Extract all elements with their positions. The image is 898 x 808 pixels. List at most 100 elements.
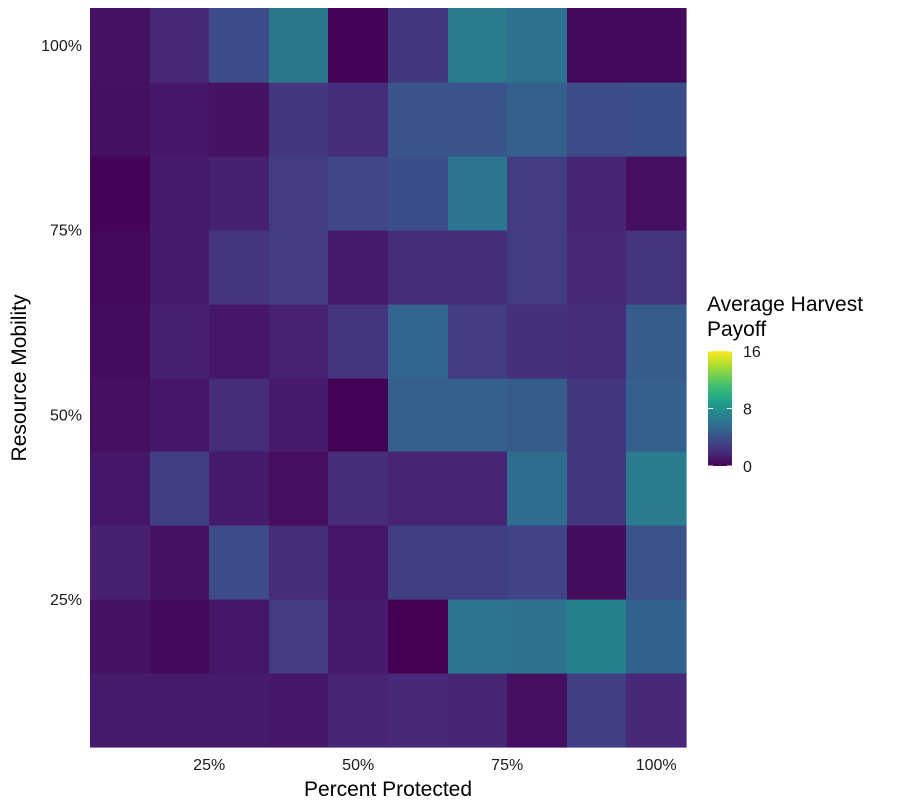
heatmap-cell (269, 599, 329, 674)
heatmap-cell (150, 230, 210, 305)
heatmap-cell (448, 378, 508, 452)
heatmap-cell (507, 599, 568, 674)
heatmap-cell (328, 8, 389, 83)
heatmap-cell (90, 156, 151, 231)
heatmap-cell (90, 378, 151, 452)
heatmap-cell (567, 230, 627, 305)
heatmap-cell (448, 599, 508, 674)
heatmap-cell (567, 451, 627, 526)
heatmap-cell (328, 673, 389, 748)
heatmap-cell (507, 451, 568, 526)
x-tick-label: 25% (193, 757, 225, 774)
heatmap-cell (209, 230, 270, 305)
y-tick-label: 50% (50, 407, 82, 424)
heatmap-cell (269, 673, 329, 748)
heatmap-cell (90, 673, 151, 748)
heatmap-cell (507, 156, 568, 231)
heatmap-cell (567, 673, 627, 748)
heatmap-cell (150, 673, 210, 748)
heatmap-cell (567, 599, 627, 674)
x-axis-ticks: 25% 50% 75% 100% (193, 757, 676, 774)
x-tick-label: 50% (342, 757, 374, 774)
heatmap-cell (150, 378, 210, 452)
legend-break-label: 8 (743, 402, 752, 419)
heatmap-cell (626, 451, 687, 526)
heatmap-cell (328, 599, 389, 674)
heatmap-cell (507, 82, 568, 157)
heatmap-cell (209, 378, 270, 452)
heatmap-cell (567, 82, 627, 157)
heatmap-cell (507, 525, 568, 600)
heatmap-cell (388, 82, 449, 157)
heatmap-cell (90, 230, 151, 305)
heatmap-cell (328, 156, 389, 231)
heatmap-cell (448, 82, 508, 157)
heatmap-cell (448, 525, 508, 600)
heatmap-cell (626, 599, 687, 674)
heatmap-cell (150, 156, 210, 231)
heatmap-cell (150, 525, 210, 600)
heatmap-cells (90, 8, 687, 748)
heatmap-cell (90, 82, 151, 157)
heatmap-cell (626, 8, 687, 83)
heatmap-cell (150, 82, 210, 157)
heatmap-cell (328, 451, 389, 526)
heatmap-cell (626, 82, 687, 157)
heatmap-cell (269, 8, 329, 83)
y-tick-label: 75% (50, 223, 82, 240)
heatmap-cell (626, 156, 687, 231)
heatmap-cell (567, 8, 627, 83)
heatmap-cell (388, 230, 449, 305)
heatmap-cell (448, 673, 508, 748)
legend-break-label: 0 (743, 459, 752, 476)
heatmap-cell (209, 8, 270, 83)
heatmap-cell (448, 8, 508, 83)
heatmap-cell (209, 599, 270, 674)
heatmap-cell (388, 8, 449, 83)
heatmap-cell (388, 156, 449, 231)
heatmap-cell (328, 525, 389, 600)
heatmap-cell (209, 451, 270, 526)
heatmap-cell (90, 451, 151, 526)
heatmap-cell (626, 525, 687, 600)
heatmap-cell (507, 304, 568, 379)
heatmap-cell (90, 304, 151, 379)
heatmap-cell (448, 451, 508, 526)
heatmap-cell (269, 156, 329, 231)
heatmap-cell (507, 378, 568, 452)
heatmap-cell (209, 82, 270, 157)
y-axis-ticks: 25% 50% 75% 100% (41, 38, 82, 609)
y-tick-label: 100% (41, 38, 82, 55)
heatmap-cell (448, 156, 508, 231)
heatmap-cell (328, 230, 389, 305)
heatmap-cell (269, 304, 329, 379)
heatmap-cell (507, 8, 568, 83)
heatmap-cell (269, 451, 329, 526)
heatmap-cell (150, 599, 210, 674)
heatmap-cell (269, 230, 329, 305)
heatmap-cell (388, 378, 449, 452)
heatmap-cell (328, 304, 389, 379)
heatmap-cell (507, 230, 568, 305)
legend-break-label: 16 (743, 344, 761, 361)
heatmap-cell (448, 230, 508, 305)
heatmap-cell (269, 525, 329, 600)
heatmap-cell (209, 525, 270, 600)
heatmap-cell (626, 378, 687, 452)
heatmap-cell (567, 378, 627, 452)
x-tick-label: 75% (491, 757, 523, 774)
heatmap-cell (150, 304, 210, 379)
heatmap-cell (388, 525, 449, 600)
legend-title-line-1: Average Harvest (707, 293, 863, 316)
heatmap-cell (626, 673, 687, 748)
y-tick-label: 25% (50, 592, 82, 609)
heatmap-cell (90, 599, 151, 674)
heatmap-cell (388, 451, 449, 526)
x-axis-title: Percent Protected (304, 778, 472, 801)
heatmap-cell (567, 156, 627, 231)
heatmap-cell (626, 304, 687, 379)
heatmap-cell (269, 82, 329, 157)
